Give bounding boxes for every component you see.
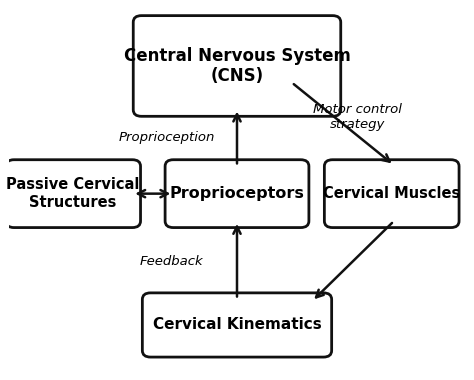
FancyBboxPatch shape [133, 16, 341, 116]
Text: Passive Cervical
Structures: Passive Cervical Structures [7, 177, 140, 210]
Text: Proprioceptors: Proprioceptors [170, 186, 304, 201]
Text: Feedback: Feedback [139, 255, 203, 268]
Text: Central Nervous System
(CNS): Central Nervous System (CNS) [124, 47, 350, 86]
FancyBboxPatch shape [165, 160, 309, 228]
FancyBboxPatch shape [324, 160, 459, 228]
Text: Proprioception: Proprioception [118, 131, 215, 144]
Text: Cervical Kinematics: Cervical Kinematics [153, 317, 321, 332]
Text: Cervical Muscles: Cervical Muscles [323, 186, 460, 201]
Text: Motor control
strategy: Motor control strategy [313, 103, 402, 131]
FancyBboxPatch shape [6, 160, 140, 228]
FancyBboxPatch shape [142, 293, 332, 357]
